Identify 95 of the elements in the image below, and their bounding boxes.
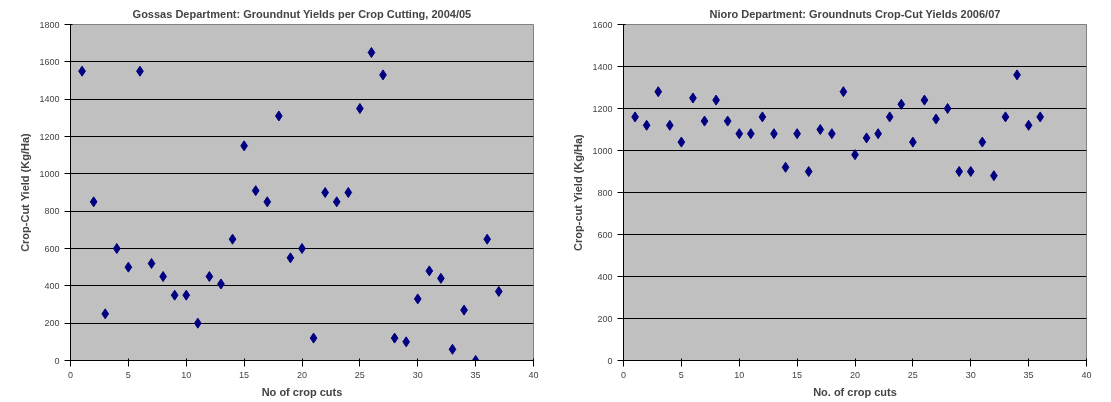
y-tick-label: 400 xyxy=(44,280,60,291)
y-tick-label: 400 xyxy=(597,271,613,282)
point xyxy=(448,343,457,355)
point xyxy=(746,128,755,140)
point xyxy=(321,187,329,198)
point xyxy=(251,185,260,197)
point xyxy=(735,128,744,140)
point xyxy=(112,243,121,254)
point xyxy=(483,233,492,245)
x-axis-title: No. of crop cuts xyxy=(813,385,897,398)
y-tick-label: 1800 xyxy=(39,19,60,30)
point xyxy=(642,119,651,131)
point xyxy=(654,86,663,98)
chart-title: Gossas Department: Groundnut Yields per Crop Cutting, 2004/05 xyxy=(132,7,472,20)
y-tick-label: 0 xyxy=(54,355,60,366)
y-tick-label: 1400 xyxy=(592,61,613,72)
point xyxy=(356,103,364,114)
x-tick-label: 10 xyxy=(734,369,745,380)
point xyxy=(758,111,767,123)
y-tick-label: 600 xyxy=(44,243,60,254)
point xyxy=(101,308,110,320)
point xyxy=(1001,111,1010,123)
y-tick-label: 200 xyxy=(44,318,60,329)
point xyxy=(862,132,871,144)
point xyxy=(920,94,929,106)
point xyxy=(228,233,237,245)
point xyxy=(1036,111,1045,123)
y-tick-label: 800 xyxy=(44,206,60,217)
x-axis-title: No of crop cuts xyxy=(261,385,343,398)
point xyxy=(205,271,214,282)
point xyxy=(402,336,411,348)
point xyxy=(966,166,975,177)
x-tick-label: 30 xyxy=(412,369,423,380)
x-tick-label: 35 xyxy=(1023,369,1034,380)
point xyxy=(390,332,399,344)
x-tick-label: 40 xyxy=(528,369,539,380)
y-axis-title: Crop-cut Yield (Kg/Ha) xyxy=(572,133,585,251)
point xyxy=(286,252,295,264)
point xyxy=(978,136,987,148)
x-tick-label: 15 xyxy=(239,369,250,380)
point xyxy=(413,293,422,305)
y-axis-title: Crop-Cut Yield (Kg/Ha) xyxy=(19,132,32,252)
point xyxy=(943,103,952,114)
point xyxy=(124,261,133,273)
x-tick-label: 20 xyxy=(849,369,861,380)
point xyxy=(332,196,341,208)
point xyxy=(298,243,306,254)
x-tick-label: 15 xyxy=(792,369,803,380)
point xyxy=(309,332,318,344)
y-tick-label: 1400 xyxy=(39,94,60,105)
y-tick-label: 1200 xyxy=(592,103,613,114)
y-tick-label: 0 xyxy=(607,355,613,366)
x-tick-label: 25 xyxy=(354,369,365,380)
y-tick-label: 600 xyxy=(597,229,613,240)
y-tick-label: 1000 xyxy=(39,168,60,179)
point xyxy=(1024,119,1033,131)
y-tick-label: 1600 xyxy=(39,56,60,67)
x-tick-label: 25 xyxy=(907,369,918,380)
point xyxy=(723,115,732,127)
y-tick-label: 1200 xyxy=(39,131,60,142)
point xyxy=(147,257,156,269)
y-tick-label: 800 xyxy=(597,187,613,198)
point xyxy=(193,317,202,329)
x-tick-label: 40 xyxy=(1081,369,1092,380)
point xyxy=(804,166,813,177)
point xyxy=(839,86,848,98)
x-tick-label: 0 xyxy=(68,369,74,380)
point xyxy=(494,285,503,297)
point xyxy=(700,115,709,127)
x-tick-label: 35 xyxy=(470,369,481,380)
point xyxy=(425,265,434,277)
x-tick-label: 20 xyxy=(296,369,308,380)
point xyxy=(344,187,353,198)
y-tick-label: 1000 xyxy=(592,145,613,156)
y-tick-label: 200 xyxy=(597,313,613,324)
chart-title: Nioro Department: Groundnuts Crop-Cut Yields 2006/07 xyxy=(709,7,1001,20)
y-tick-label: 1600 xyxy=(592,19,613,30)
point xyxy=(816,124,825,135)
point xyxy=(885,111,894,123)
point xyxy=(89,196,98,208)
x-tick-label: 5 xyxy=(125,369,131,380)
point xyxy=(170,289,179,301)
x-tick-label: 0 xyxy=(621,369,627,380)
point xyxy=(263,196,272,208)
point xyxy=(955,166,964,177)
point xyxy=(665,119,674,131)
point xyxy=(897,98,906,110)
x-tick-label: 5 xyxy=(678,369,684,380)
point xyxy=(182,289,191,301)
point xyxy=(367,47,376,58)
point xyxy=(677,136,686,148)
x-tick-label: 10 xyxy=(181,369,192,380)
x-tick-label: 30 xyxy=(965,369,976,380)
point xyxy=(159,271,167,282)
point xyxy=(781,161,790,173)
